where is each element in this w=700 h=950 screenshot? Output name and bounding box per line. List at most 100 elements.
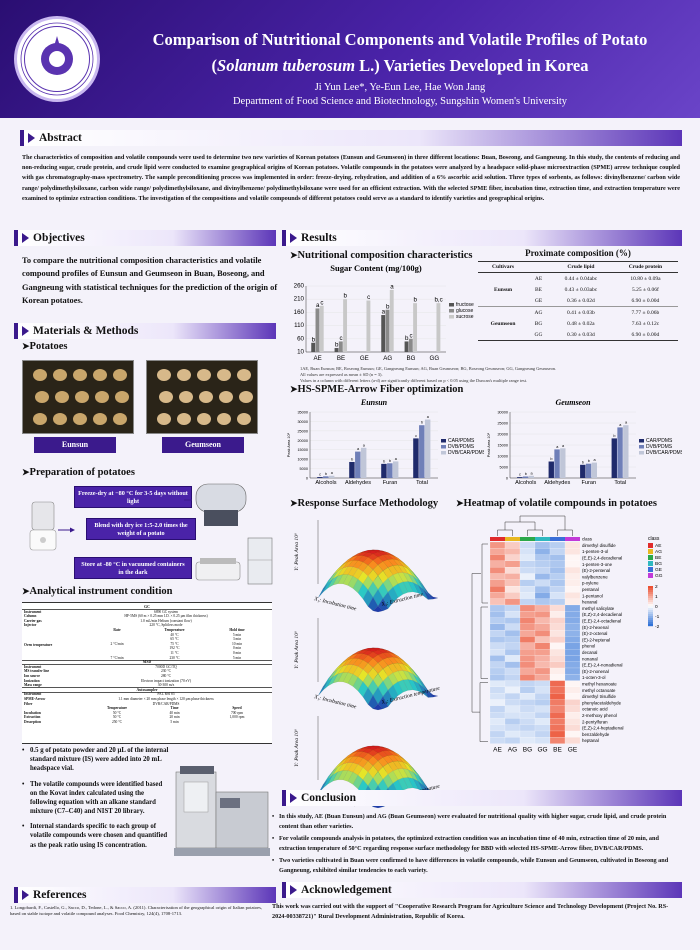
freezer-icon [247,537,273,585]
dendrogram-branch [519,515,566,530]
preparation-illustration [29,483,273,585]
bar-significance-label: a [395,457,398,461]
bar [419,425,425,478]
heatmap-row-label: phenylacetaldehyde [582,700,622,705]
bar [554,449,560,478]
scale-swatch [648,592,653,595]
bar [315,308,320,352]
heatmap-heading: Heatmap of volatile compounds in potatoe… [456,498,657,509]
heatmap-cell [519,560,536,568]
heatmap-cell [489,724,506,732]
heatmap-cell [534,718,551,725]
heatmap-cell [564,560,581,568]
table-cell: 1.0 mL/min Helium (constant flow) [140,618,192,623]
heatmap-cell [489,541,506,549]
potato-image [73,413,87,425]
results-heading-bar: Results [282,230,682,246]
acknowledgement-heading: Acknowledgement [301,884,392,896]
eunsun-photo [22,360,134,434]
table-cell: Desorption [24,720,41,724]
heatmap-cell [504,579,521,587]
bar [387,463,393,478]
legend-swatch [639,445,644,449]
bar-significance-label: a [390,283,394,290]
bar [319,305,324,352]
heatmap-cell [549,724,566,732]
heatmap-cell [549,693,566,700]
bar [338,341,343,352]
heatmap-cell [489,712,506,719]
heatmap-cell [489,705,506,713]
instrument-condition-table: GC Instrument 6890 GC system Column HP-5MS (… [22,602,272,744]
geumseon-fiber-chart: Geumseon 0 5000 10000 15000 20000 25000 30000 Pe… [487,398,682,486]
oven-temperature-label: Oven temperature [24,642,53,647]
heatmap-cell [519,573,536,580]
heatmap-cell [564,661,581,669]
scale-swatch [648,608,653,611]
section-arrow-icon [22,890,29,900]
table-cell: Electron impact ionization (70 eV) [140,678,192,683]
heatmap-cell [489,630,506,637]
bullet-sample-prep: 0.5 g of potato powder and 20 μL of the … [22,746,170,774]
university-logo-icon [14,16,100,102]
class-legend-swatch [648,549,653,554]
heatmap-cell [489,667,506,675]
rsm-surface-cell [317,582,329,599]
y-axis-label: Peak Area 10⁶ [287,432,291,457]
bar [343,299,348,352]
heatmap-cell [534,686,551,694]
class-legend-swatch [648,561,653,566]
legend-label: glucose [456,308,473,314]
table-cell: 220 °C, Splitless mode [149,623,183,628]
heatmap-cell [564,541,581,549]
prox-cell: BE [535,286,543,293]
objectives-text: To compare the nutritional composition c… [22,256,278,306]
table-divider [22,609,272,610]
heatmap-cell [549,649,566,656]
potato-image [157,413,171,425]
table-cell: 1,000 rpm [229,715,245,720]
bar [585,463,592,478]
class-legend-swatch [648,573,653,578]
heatmap-cell [549,705,566,713]
heatmap-cell [549,611,566,618]
rsm-x1-label: X₁: Incubation time [313,694,358,711]
methods-heading: Materials & Methods [33,325,139,337]
bar [404,341,409,352]
heatmap-cell [519,693,536,700]
heatmap-cell [549,730,566,738]
prox-cell: 0.48 ± 0.02a [567,320,595,327]
heatmap-row-label: 2-methoxy phenol [582,713,617,718]
potato-image [75,391,89,403]
bar [424,419,431,478]
heatmap-cell [504,686,521,694]
table-cell: 3 min [232,637,242,642]
y-axis-label: Peak Area 10⁶ [487,432,491,457]
heatmap-cell [534,548,551,555]
prox-cell: GE [534,297,543,304]
table-cell: 5 min [232,655,242,660]
heatmap-row-label: (E,Z)-2,4-heptadienal [582,726,624,731]
heatmap-cell [489,560,506,568]
dendrogram-branch [497,529,513,536]
vacuum-sealer-icon [195,558,241,581]
y-tick-label: 35000 [297,411,308,415]
heatmap-cell [519,623,536,631]
heatmap-cell [504,573,521,580]
table-cell: Speed [232,706,242,711]
heatmap-cell [504,699,521,706]
bar-significance-label: b [312,336,316,343]
rsm-ylabel: Y: Peak Area 10⁶ [294,631,300,669]
potato-image [113,413,127,425]
y-tick-label: 15000 [497,444,508,448]
prox-cell [478,307,528,319]
heatmap-row-label: heptanal [582,738,599,743]
heatmap-cell [549,661,566,669]
heatmap-cell [534,693,551,700]
heatmap-cell [489,617,506,624]
heatmap-column-label: GE [568,747,578,754]
dendrogram-branch [504,521,536,530]
x-tick-label: Aldehydes [345,480,371,486]
heatmap-cell [489,636,506,643]
